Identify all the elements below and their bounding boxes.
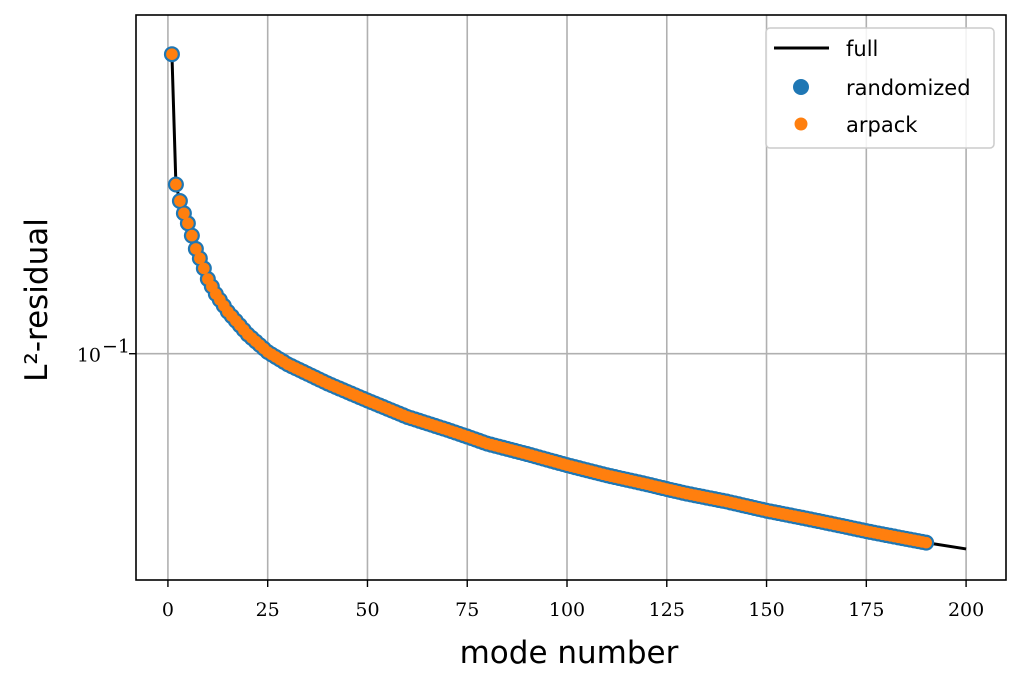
- legend-randomized-label: randomized: [846, 76, 971, 100]
- x-tick-label: 25: [256, 599, 280, 621]
- y-tick-label: 10: [77, 345, 101, 367]
- x-tick-label: 100: [549, 599, 585, 621]
- axis-ticks: 0 25 50 75 100 125 150 175 200 10 −1: [77, 336, 984, 621]
- legend-box: [765, 27, 995, 149]
- arpack-point: [170, 178, 182, 191]
- arpack-point: [194, 252, 206, 265]
- legend-arpack-swatch: [794, 117, 808, 131]
- legend-full-label: full: [846, 37, 878, 61]
- arpack-point: [178, 207, 190, 220]
- plot-frame: [135, 14, 1007, 581]
- arpack-point: [198, 262, 210, 275]
- arpack-point: [920, 536, 932, 549]
- y-axis-label: L²-residual: [19, 218, 55, 382]
- legend-randomized-swatch: [793, 79, 809, 95]
- x-tick-label: 125: [649, 599, 685, 621]
- legend: full randomized arpack: [765, 27, 995, 149]
- x-tick-label: 0: [162, 599, 174, 621]
- x-tick-label: 50: [355, 599, 379, 621]
- x-tick-label: 150: [748, 599, 784, 621]
- x-tick-label: 75: [455, 599, 479, 621]
- arpack-point: [166, 48, 178, 60]
- x-axis-label: mode number: [460, 635, 679, 671]
- arpack-point: [190, 243, 202, 255]
- x-tick-label: 175: [848, 599, 884, 621]
- x-tick-label: 200: [948, 599, 984, 621]
- legend-arpack-label: arpack: [846, 113, 918, 137]
- arpack-point: [174, 195, 186, 207]
- plot-data: [163, 46, 967, 551]
- arpack-point: [186, 229, 198, 242]
- y-tick-exponent: −1: [102, 336, 130, 358]
- arpack-point: [182, 217, 194, 230]
